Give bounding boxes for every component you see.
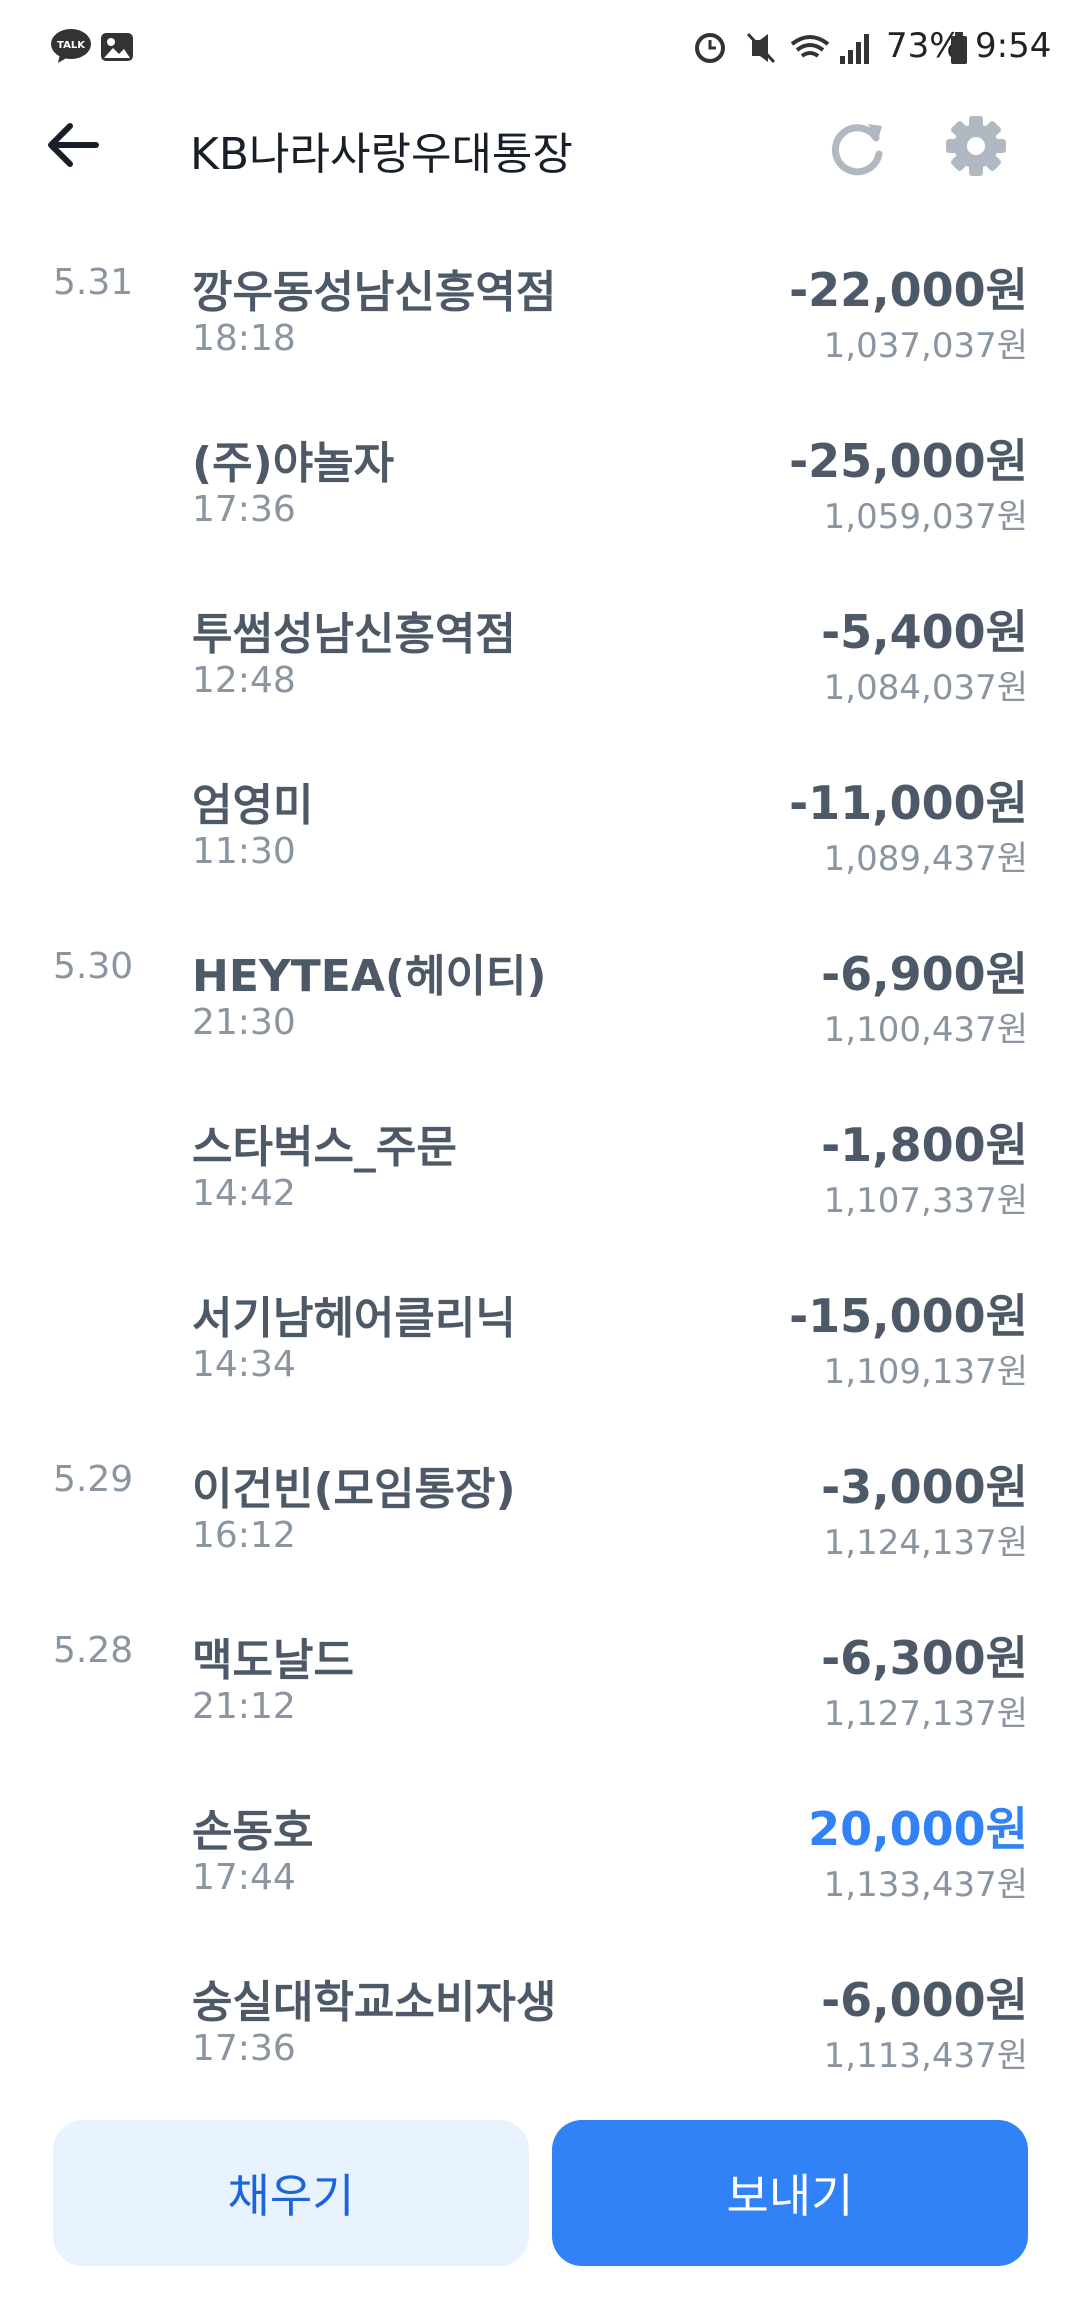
merchant-name: 투썸성남신흥역점 (192, 609, 516, 660)
amount: -6,000원 (821, 1973, 1028, 2027)
fill-button[interactable]: 채우기 (53, 2120, 529, 2266)
merchant-name: 깡우동성남신흥역점 (192, 267, 557, 318)
merchant-name: 서기남헤어클리닉 (192, 1293, 516, 1344)
talk-icon: TALK (51, 29, 91, 63)
amount: -22,000원 (789, 263, 1028, 317)
transaction-time: 14:34 (192, 1344, 296, 1385)
balance: 1,133,437원 (823, 1865, 1028, 1905)
transaction-time: 12:48 (192, 660, 296, 701)
amount: -11,000원 (789, 776, 1028, 830)
merchant-name: 엄영미 (192, 780, 314, 831)
balance: 1,089,437원 (823, 839, 1028, 879)
merchant-name: (주)야놀자 (192, 438, 395, 489)
transaction-time: 16:12 (192, 1515, 296, 1556)
balance: 1,059,037원 (823, 497, 1028, 537)
date-label: 5.29 (53, 1459, 134, 1500)
gallery-icon (101, 33, 133, 61)
balance: 1,100,437원 (823, 1010, 1028, 1050)
battery-icon (951, 32, 967, 64)
settings-button[interactable] (944, 114, 1008, 178)
date-label: 5.28 (53, 1630, 134, 1671)
amount: -15,000원 (789, 1289, 1028, 1343)
transaction-list: 5.31 깡우동성남신흥역점 18:18 -22,000원 1,037,037원 (주)야… (53, 262, 1028, 2076)
back-button[interactable] (44, 120, 104, 170)
page-title: KB나라사랑우대통장 (190, 129, 573, 180)
amount: -3,000원 (821, 1460, 1028, 1514)
transaction-time: 17:36 (192, 489, 296, 530)
balance: 1,107,337원 (823, 1181, 1028, 1221)
send-button[interactable]: 보내기 (552, 2120, 1028, 2266)
transaction-time: 17:44 (192, 1857, 296, 1898)
transaction-time: 17:36 (192, 2028, 296, 2069)
balance: 1,084,037원 (823, 668, 1028, 708)
amount: 20,000원 (808, 1802, 1028, 1856)
amount: -1,800원 (821, 1118, 1028, 1172)
transaction-time: 18:18 (192, 318, 296, 359)
amount: -25,000원 (789, 434, 1028, 488)
refresh-button[interactable] (826, 116, 888, 178)
transaction-time: 14:42 (192, 1173, 296, 1214)
date-label: 5.30 (53, 946, 134, 987)
balance: 1,124,137원 (823, 1523, 1028, 1563)
transaction-time: 21:12 (192, 1686, 296, 1727)
balance: 1,113,437원 (823, 2036, 1028, 2076)
merchant-name: 맥도날드 (192, 1635, 354, 1686)
merchant-name: 손동호 (192, 1806, 314, 1857)
date-label: 5.31 (53, 262, 134, 303)
talk-label: TALK (57, 40, 86, 51)
clock: 9:54 (975, 26, 1052, 66)
amount: -6,300원 (821, 1631, 1028, 1685)
transaction-time: 21:30 (192, 1002, 296, 1043)
merchant-name: 숭실대학교소비자생 (192, 1977, 557, 2028)
amount: -5,400원 (821, 605, 1028, 659)
status-icons (695, 32, 869, 64)
balance: 1,127,137원 (823, 1694, 1028, 1734)
amount: -6,900원 (821, 947, 1028, 1001)
transaction-time: 11:30 (192, 831, 296, 872)
merchant-name: 스타벅스_주문 (192, 1122, 457, 1173)
merchant-name: 이건빈(모임통장) (192, 1464, 516, 1515)
merchant-name: HEYTEA(헤이티) (192, 951, 547, 1002)
balance: 1,109,137원 (823, 1352, 1028, 1392)
battery-percent: 73% (886, 26, 962, 66)
balance: 1,037,037원 (823, 326, 1028, 366)
